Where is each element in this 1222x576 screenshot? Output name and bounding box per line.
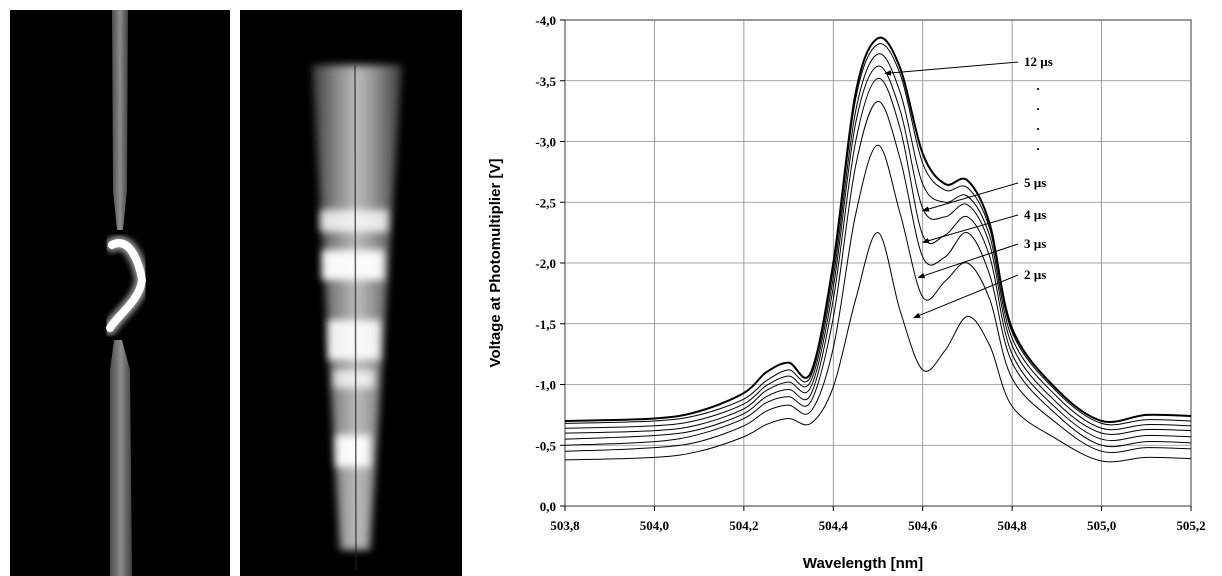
annotation-label: 4 µs bbox=[1024, 207, 1046, 222]
y-tick-label: -4,0 bbox=[535, 13, 556, 28]
x-tick-label: 504,8 bbox=[998, 518, 1028, 533]
series-line-4 bbox=[564, 65, 1192, 435]
x-tick-label: 505,0 bbox=[1087, 518, 1116, 533]
spectrum-chart: 503,8 504,0 504,2 504,4 504,6 504,8 505,0 505,2… bbox=[487, 13, 1206, 572]
annotation-arrow bbox=[922, 182, 1019, 212]
annotation-arrow bbox=[913, 274, 1019, 319]
x-tick-label: 505,2 bbox=[1176, 518, 1205, 533]
chart-grid bbox=[564, 19, 1192, 507]
series-line-7 bbox=[564, 36, 1192, 423]
annotation-label: 3 µs bbox=[1024, 236, 1046, 251]
wire-explosion-photo bbox=[10, 10, 230, 576]
x-tick-label: 504,0 bbox=[640, 518, 669, 533]
series-line-6 bbox=[564, 43, 1192, 426]
chart-ticks: 503,8 504,0 504,2 504,4 504,6 504,8 505,0 505,2… bbox=[535, 13, 1205, 533]
annotation-arrow bbox=[884, 61, 1019, 76]
x-tick-label: 503,8 bbox=[550, 518, 580, 533]
y-tick-label: -2,5 bbox=[535, 195, 556, 210]
ellipsis-dot: · bbox=[1036, 121, 1040, 136]
ellipsis-dot: · bbox=[1036, 101, 1040, 116]
x-tick-label: 504,6 bbox=[908, 518, 938, 533]
y-tick-label: -0,5 bbox=[535, 438, 556, 453]
annotation-label: 5 µs bbox=[1024, 175, 1046, 190]
annotation-label: 12 µs bbox=[1024, 54, 1053, 69]
series-line-5 bbox=[564, 53, 1192, 431]
series-line-2 bbox=[564, 100, 1192, 448]
spectral-streak-photo bbox=[240, 10, 462, 576]
annotation-arrow bbox=[922, 214, 1019, 244]
ellipsis-dot: · bbox=[1036, 81, 1040, 96]
y-tick-label: -1,5 bbox=[535, 317, 556, 332]
y-tick-label: -2,0 bbox=[535, 256, 556, 271]
annotation-arrow bbox=[917, 243, 1019, 279]
series-line-0 bbox=[564, 232, 1192, 463]
y-tick-label: -3,5 bbox=[535, 74, 556, 89]
x-axis-label: Wavelength [nm] bbox=[803, 555, 923, 572]
spectral-streak-image bbox=[312, 64, 402, 571]
x-tick-label: 504,4 bbox=[819, 518, 849, 533]
y-tick-label: -3,0 bbox=[535, 135, 556, 150]
annotation-label: 2 µs bbox=[1024, 267, 1046, 282]
y-tick-label: 0,0 bbox=[540, 499, 556, 514]
chart-annotations: 12 µs 5 µs 4 µs 3 µs 2 µs · · · · bbox=[884, 54, 1053, 319]
series-line-3 bbox=[564, 77, 1192, 442]
x-tick-label: 504,2 bbox=[729, 518, 758, 533]
y-axis-label: Voltage at Photomultiplier [V] bbox=[487, 159, 504, 368]
ellipsis-dot: · bbox=[1036, 141, 1040, 156]
wire-explosion-image bbox=[103, 10, 150, 576]
series-line-1 bbox=[564, 144, 1192, 454]
y-tick-label: -1,0 bbox=[535, 378, 556, 393]
chart-series bbox=[564, 36, 1192, 463]
